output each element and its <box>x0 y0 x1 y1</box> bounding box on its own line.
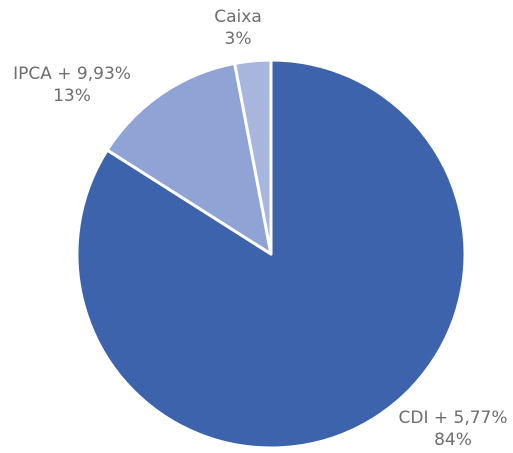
slice-label-caixa-name: Caixa <box>214 7 262 27</box>
slice-label-cdi: CDI + 5,77% 84% <box>398 407 507 451</box>
pie-slice-ipca <box>105 61 273 256</box>
slice-label-caixa: Caixa 3% <box>214 6 262 50</box>
slice-label-ipca-value: 13% <box>53 86 91 106</box>
slice-label-caixa-value: 3% <box>224 29 252 49</box>
slice-label-cdi-name: CDI + 5,77% <box>398 408 508 428</box>
pie-slice-caixa <box>233 58 273 256</box>
slice-label-ipca-name: IPCA + 9,93% <box>13 64 131 84</box>
slice-label-cdi-value: 84% <box>434 430 472 450</box>
slice-label-ipca: IPCA + 9,93% 13% <box>13 63 131 107</box>
